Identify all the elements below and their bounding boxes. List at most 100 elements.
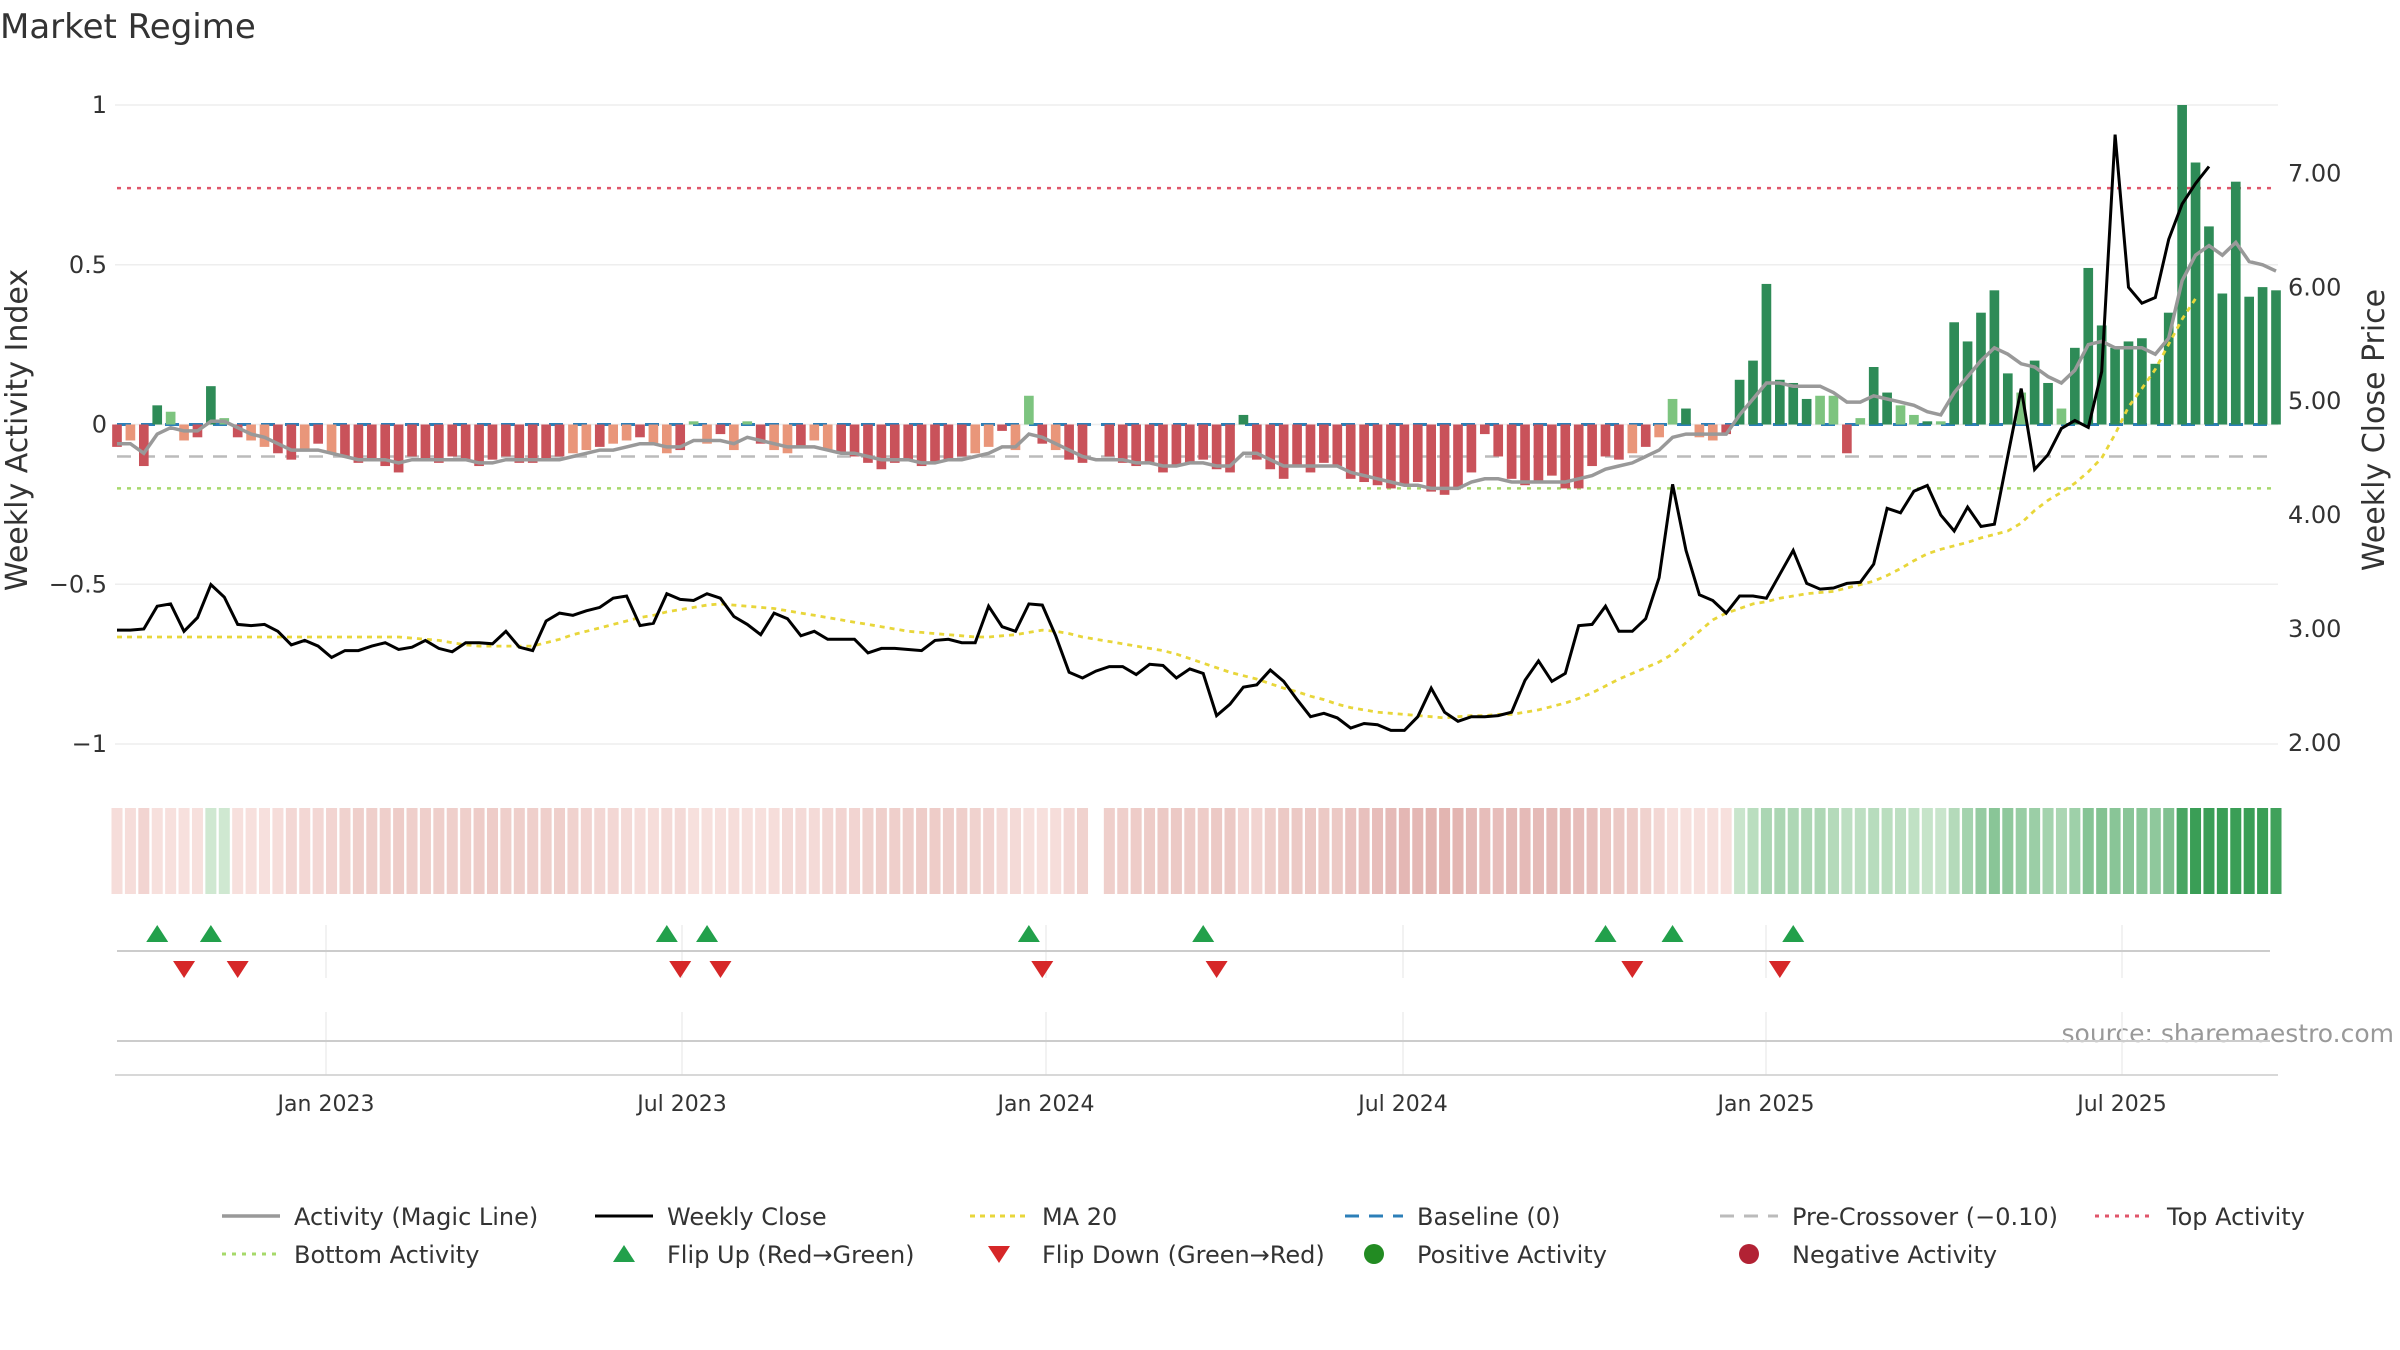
activity-bar <box>1788 382 1799 425</box>
regime-cell <box>312 808 324 894</box>
regime-cell <box>1680 808 1692 894</box>
regime-cell <box>2015 808 2027 894</box>
regime-cell <box>701 808 713 894</box>
right-axis-label: Weekly Close Price <box>2357 289 2392 571</box>
regime-cell <box>1197 808 1209 894</box>
regime-cell <box>1693 808 1705 894</box>
regime-cell <box>540 808 552 894</box>
legend-item-neg: Negative Activity <box>1739 1241 1997 1269</box>
activity-bar <box>340 424 350 457</box>
legend-label: Top Activity <box>2166 1203 2305 1231</box>
flip-down-marker <box>1768 961 1791 978</box>
left-tick-label: −0.5 <box>49 570 107 598</box>
regime-cell <box>1801 808 1813 894</box>
activity-bar <box>1412 424 1423 483</box>
regime-cell <box>1895 808 1907 894</box>
regime-cell <box>1331 808 1343 894</box>
regime-cell <box>1760 808 1772 894</box>
regime-cell <box>111 808 123 894</box>
activity-bar <box>970 424 981 454</box>
regime-cell <box>755 808 767 894</box>
regime-cell <box>1117 808 1129 894</box>
activity-bar <box>849 424 860 457</box>
activity-bar <box>1453 424 1463 489</box>
activity-bar <box>715 424 726 435</box>
activity-bar <box>822 424 833 451</box>
activity-bar <box>1748 360 1758 425</box>
regime-cell <box>285 808 297 894</box>
activity-bar <box>1895 405 1906 425</box>
regime-cell <box>326 808 338 894</box>
regime-cell <box>1854 808 1866 894</box>
regime-cell <box>473 808 485 894</box>
activity-bar <box>1962 341 1973 425</box>
flip-up-marker <box>146 925 169 942</box>
activity-bar <box>1573 424 1584 489</box>
activity-bar <box>1466 424 1477 473</box>
activity-bar <box>1855 418 1866 425</box>
regime-cell <box>835 808 847 894</box>
activity-bar <box>1815 395 1825 425</box>
regime-cell <box>1640 808 1652 894</box>
magic-line <box>117 239 2277 491</box>
regime-cell <box>218 808 230 894</box>
flip-up-marker <box>1782 925 1805 942</box>
activity-bar <box>903 424 914 460</box>
activity-bar <box>527 424 538 463</box>
activity-bar <box>1198 424 1209 460</box>
activity-bar <box>1292 424 1302 467</box>
flip-up-marker <box>1594 925 1617 942</box>
legend-item-flipdown: Flip Down (Green→Red) <box>988 1241 1325 1269</box>
activity-bar <box>889 424 900 463</box>
ma20-line <box>117 297 2197 720</box>
regime-cell <box>1599 808 1612 894</box>
activity-bar <box>997 424 1007 431</box>
regime-cell <box>1653 808 1665 894</box>
regime-cell <box>902 808 914 894</box>
regime-cell <box>594 808 606 894</box>
flip-up-marker <box>696 925 719 942</box>
regime-cell <box>580 808 592 894</box>
activity-bar <box>1024 395 1034 425</box>
regime-cell <box>272 808 284 894</box>
legend-swatch-positive <box>1364 1244 1384 1264</box>
flip-down-marker <box>669 961 692 978</box>
activity-bar <box>1506 424 1517 479</box>
activity-bar <box>742 421 753 425</box>
series-lines-layer <box>117 134 2277 732</box>
regime-cell <box>1734 808 1746 894</box>
activity-bar <box>1949 322 1959 425</box>
regime-cell <box>728 808 740 894</box>
regime-cell <box>2149 808 2161 894</box>
regime-cell <box>138 808 150 894</box>
regime-cell <box>808 808 820 894</box>
legend-label: Flip Down (Green→Red) <box>1042 1241 1325 1269</box>
regime-cell <box>1264 808 1276 894</box>
regime-cell <box>1130 808 1142 894</box>
activity-bar <box>393 424 404 473</box>
activity-bar <box>286 424 297 460</box>
right-tick-label: 2.00 <box>2288 729 2341 757</box>
activity-bar <box>836 424 846 454</box>
activity-bar <box>2043 382 2053 425</box>
regime-cell <box>2257 808 2269 894</box>
activity-bar <box>1117 424 1128 463</box>
regime-cell <box>875 808 887 894</box>
regime-cell <box>822 808 834 894</box>
activity-bar <box>648 424 659 444</box>
regime-cell <box>2082 808 2094 894</box>
flip-down-marker <box>1205 961 1228 978</box>
regime-cell <box>1425 808 1437 894</box>
flip-down-marker <box>709 961 732 978</box>
legend-item-top: Top Activity <box>2095 1203 2305 1231</box>
activity-bar <box>1439 424 1450 495</box>
activity-bar <box>2056 408 2067 425</box>
activity-bar <box>1386 424 1396 489</box>
regime-cell <box>1304 808 1316 894</box>
regime-cell <box>446 808 458 894</box>
left-axis-label: Weekly Activity Index <box>0 269 35 591</box>
regime-cell <box>714 808 726 894</box>
regime-cell <box>1077 808 1089 894</box>
activity-bar <box>273 424 283 454</box>
legend-label: Flip Up (Red→Green) <box>667 1241 915 1269</box>
